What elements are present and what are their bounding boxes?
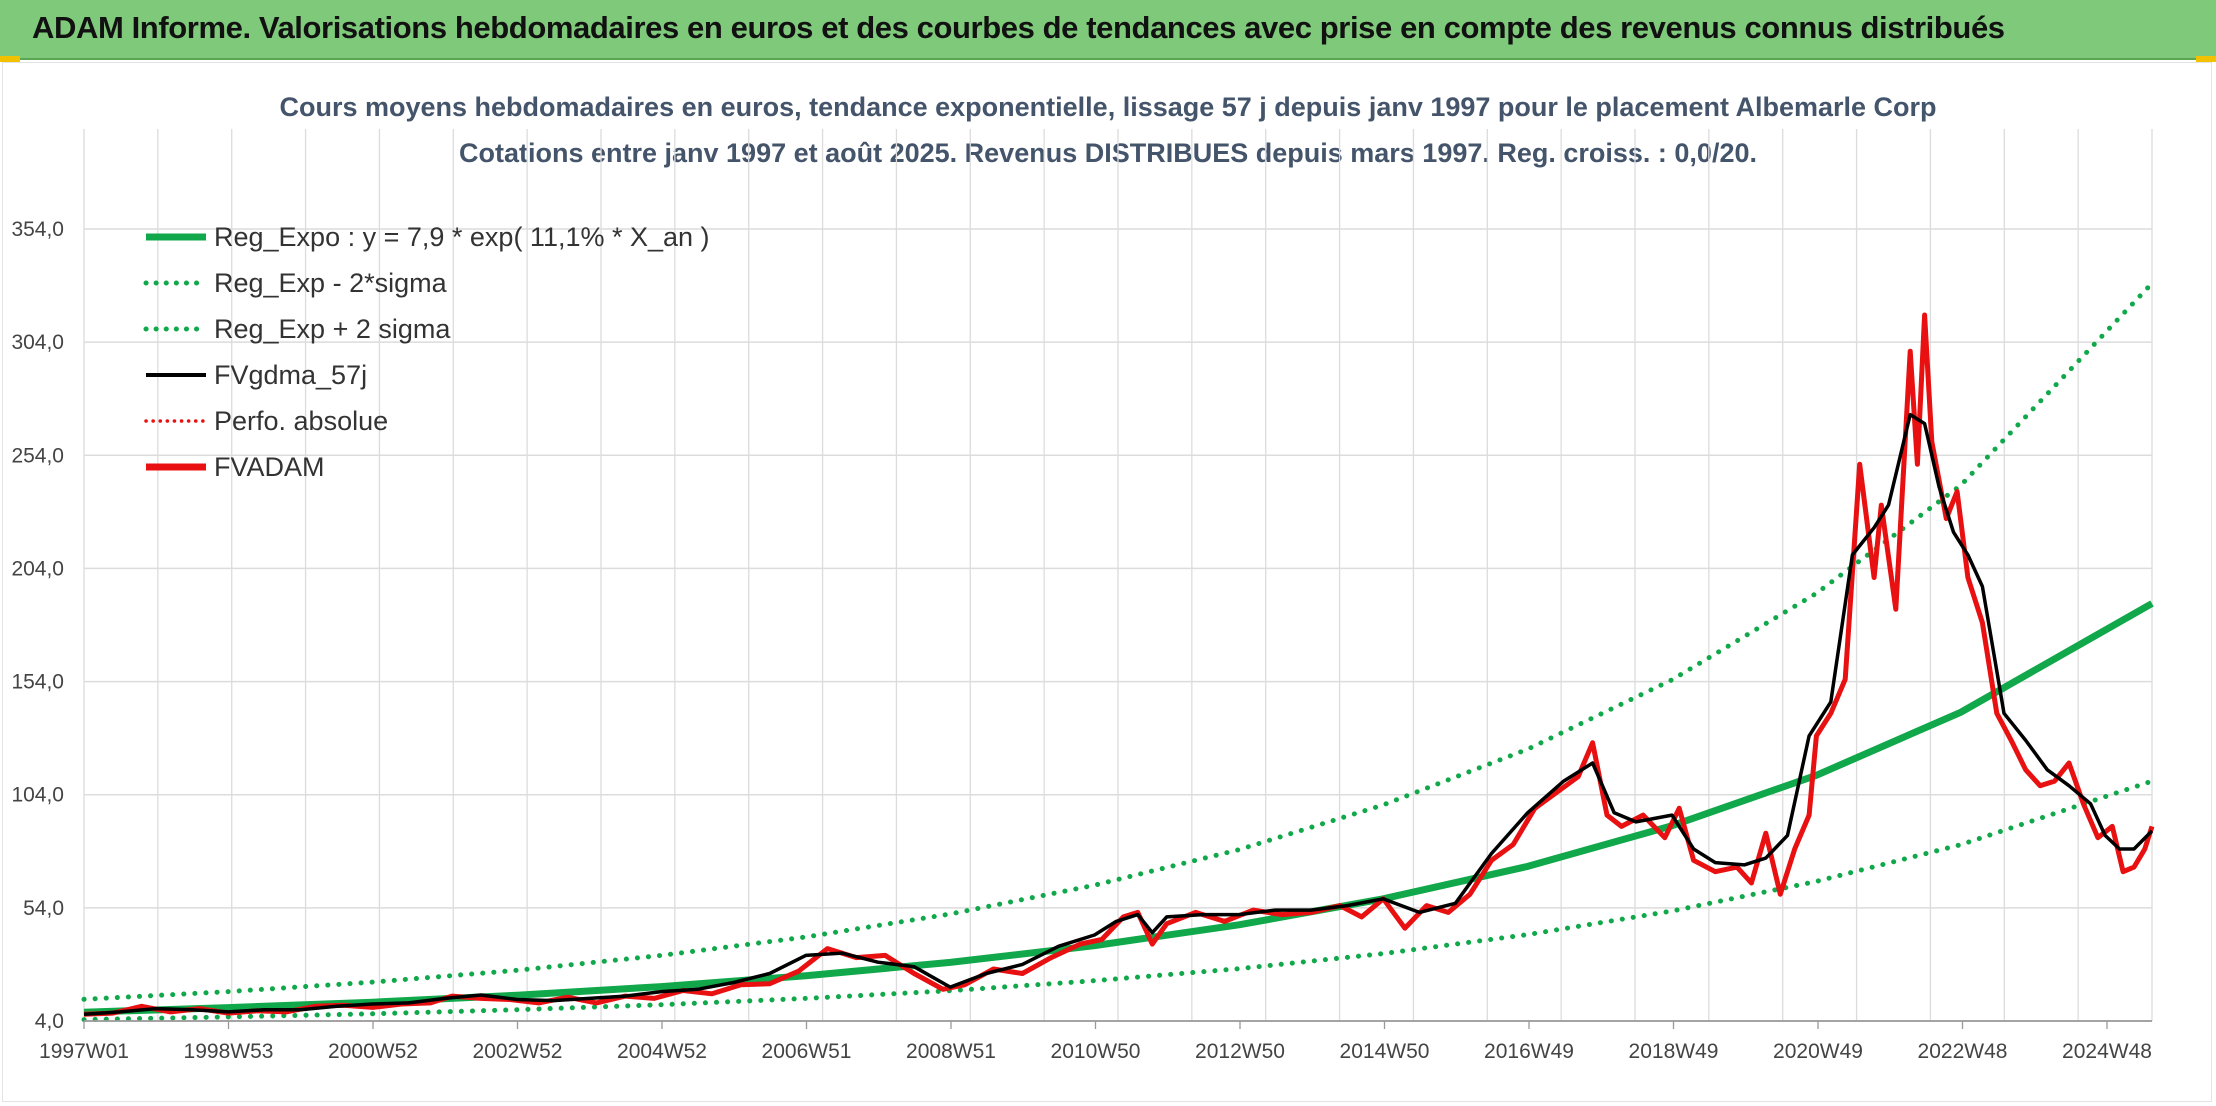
y-tick-label: 154,0: [11, 671, 64, 694]
report-title: ADAM Informe. Valorisations hebdomadaire…: [32, 10, 2005, 45]
x-tick-label: 2000W52: [328, 1040, 418, 1063]
legend-label: Reg_Exp + 2 sigma: [214, 314, 451, 344]
chart-axes: 4,0 54,0 104,0 154,0 204,0 254,0 304,0 354,0 199…: [11, 218, 2152, 1063]
fvgdma-57j-line: [83, 412, 2154, 1016]
reg-exp-plus-2sigma-line: [81, 280, 2155, 1002]
x-tick-label: 2006W51: [762, 1040, 852, 1063]
legend-label: FVgdma_57j: [214, 360, 367, 390]
x-tick-label: 2010W50: [1051, 1040, 1141, 1063]
chart-grid: [83, 129, 2153, 1022]
x-tick-label: 1998W53: [184, 1040, 274, 1063]
legend-label: Perfo. absolue: [214, 406, 388, 436]
y-tick-label: 304,0: [11, 331, 64, 354]
y-tick-label: 254,0: [11, 444, 64, 467]
y-tick-label: 354,0: [11, 218, 64, 241]
x-tick-label: 1997W01: [39, 1040, 129, 1063]
x-tick-label: 2016W49: [1484, 1040, 1574, 1063]
y-tick-label: 4,0: [35, 1010, 64, 1033]
x-tick-label: 2022W48: [1918, 1040, 2008, 1063]
x-tick-label: 2008W51: [906, 1040, 996, 1063]
x-tick-label: 2014W50: [1340, 1040, 1430, 1063]
legend-label: Reg_Expo : y = 7,9 * exp( 11,1% * X_an ): [214, 222, 710, 252]
x-tick-label: 2004W52: [617, 1040, 707, 1063]
x-tick-label: 2002W52: [473, 1040, 563, 1063]
header-bar: ADAM Informe. Valorisations hebdomadaire…: [0, 0, 2216, 60]
x-tick-label: 2012W50: [1195, 1040, 1285, 1063]
reg-exp-minus-2sigma-line: [81, 778, 2155, 1023]
x-tick-label: 2020W49: [1773, 1040, 1863, 1063]
chart-title-line1: Cours moyens hebdomadaires en euros, ten…: [279, 92, 1937, 122]
y-tick-label: 54,0: [23, 897, 64, 920]
y-tick-label: 104,0: [11, 784, 64, 807]
chart-frame: [2, 62, 2212, 1102]
legend-label: Reg_Exp - 2*sigma: [214, 268, 448, 298]
chart-series: [83, 312, 2155, 1017]
legend-label: FVADAM: [214, 452, 325, 482]
x-tick-label: 2024W48: [2062, 1040, 2152, 1063]
chart-legend: Reg_Expo : y = 7,9 * exp( 11,1% * X_an )…: [143, 222, 710, 482]
y-tick-label: 204,0: [11, 557, 64, 580]
corner-marker-left: [0, 56, 20, 62]
x-tick-label: 2018W49: [1629, 1040, 1719, 1063]
corner-marker-right: [2196, 56, 2216, 62]
